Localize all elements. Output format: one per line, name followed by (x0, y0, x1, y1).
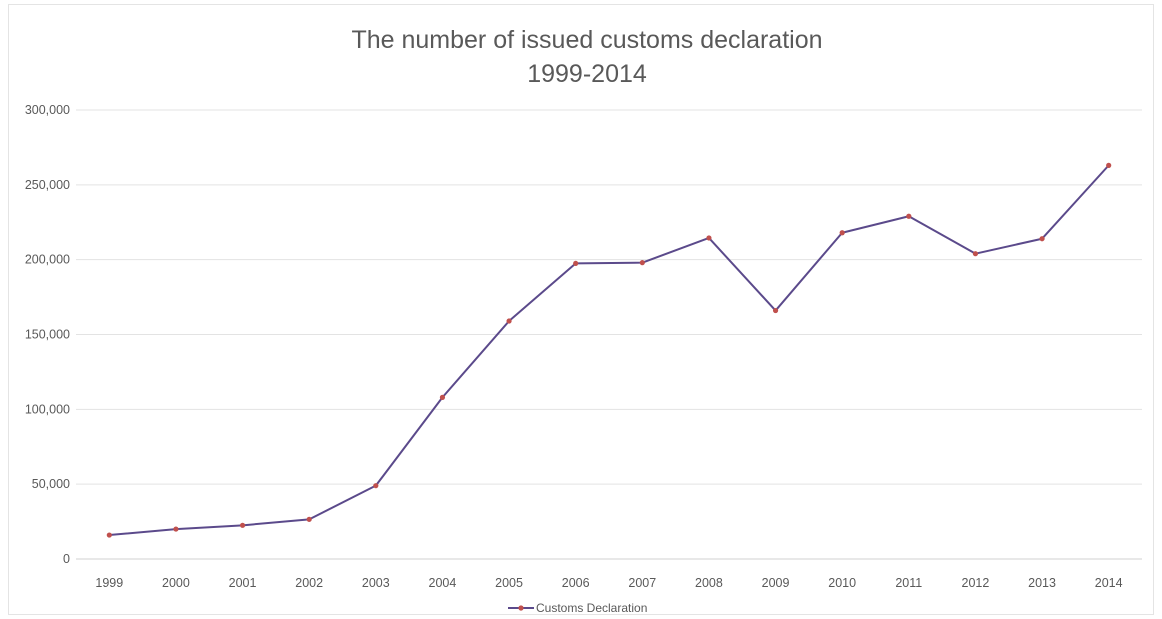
x-tick-label: 2010 (828, 576, 856, 590)
data-point (439, 394, 446, 400)
x-tick-label: 2004 (429, 576, 457, 590)
y-tick-label: 250,000 (25, 178, 70, 192)
data-point (839, 230, 845, 236)
y-tick-label: 300,000 (25, 103, 70, 117)
gridlines (76, 109, 1142, 560)
data-point (239, 522, 246, 528)
x-tick-label: 2009 (762, 576, 790, 590)
x-tick-label: 2012 (962, 576, 990, 590)
x-tick-label: 2011 (895, 576, 922, 590)
legend-label-customs-declaration: Customs Declaration (536, 601, 647, 615)
chart-title: The number of issued customs declaration (351, 26, 822, 54)
x-tick-label: 2008 (695, 576, 723, 590)
y-tick-label: 100,000 (25, 402, 70, 416)
y-tick-label: 150,000 (25, 328, 70, 342)
x-tick-label: 2014 (1095, 576, 1123, 590)
series-customs-declaration (106, 162, 1112, 538)
y-tick-label: 0 (63, 552, 70, 566)
x-axis-ticks: 1999 2000 2001 2002 2003 2004 2005 2006 2007 2008… (95, 576, 1122, 590)
chart-frame (8, 4, 1154, 615)
x-tick-label: 1999 (95, 576, 123, 590)
data-point (972, 251, 979, 257)
x-tick-label: 2002 (295, 576, 323, 590)
x-tick-label: 2000 (162, 576, 190, 590)
data-point (106, 532, 112, 538)
x-tick-label: 2006 (562, 576, 590, 590)
x-tick-label: 2013 (1028, 576, 1056, 590)
y-axis-ticks: 0 50,000 100,000 150,000 200,000 250,000 300,0… (25, 103, 70, 566)
legend-marker-swatch (518, 605, 524, 611)
legend: Customs Declaration (508, 601, 647, 615)
data-point (906, 213, 912, 219)
x-tick-label: 2005 (495, 576, 523, 590)
data-point (639, 260, 645, 266)
series-line (109, 164, 1110, 537)
data-point (772, 307, 779, 314)
x-tick-label: 2001 (229, 576, 257, 590)
data-point (306, 516, 312, 522)
data-point (506, 318, 512, 324)
y-tick-label: 200,000 (25, 253, 70, 267)
chart-subtitle: 1999-2014 (527, 60, 647, 88)
data-point (573, 260, 579, 267)
data-point (1039, 236, 1045, 242)
x-tick-label: 2007 (628, 576, 656, 590)
data-point (173, 526, 179, 532)
data-point (1106, 162, 1112, 168)
data-point (373, 483, 379, 489)
x-tick-label: 2003 (362, 576, 390, 590)
data-point (706, 235, 712, 241)
y-tick-label: 50,000 (32, 477, 70, 491)
